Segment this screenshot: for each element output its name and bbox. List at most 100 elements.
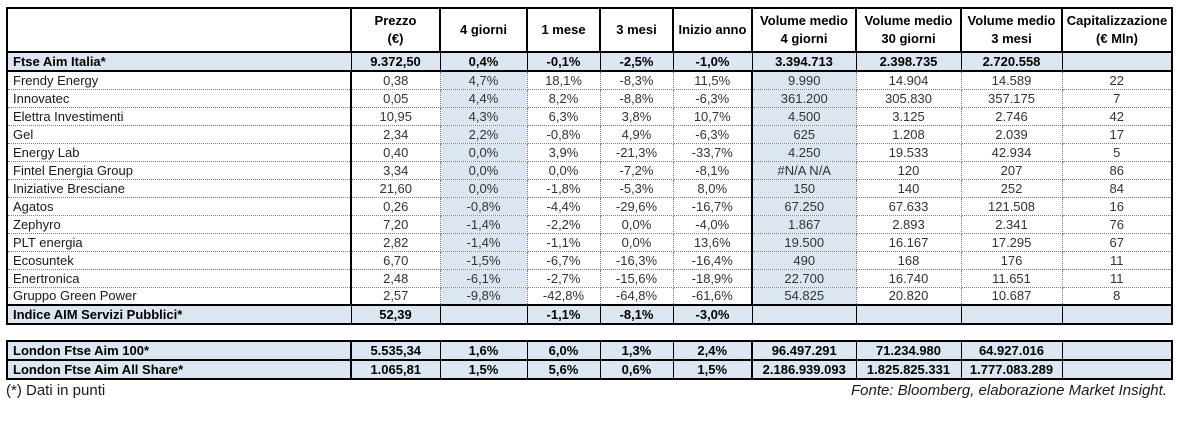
value-cell: 4,3% (439, 106, 528, 126)
value-cell: 0,0% (439, 142, 528, 162)
header-4-giorni: 4 giorni (439, 7, 528, 53)
value-cell: 13,6% (672, 232, 753, 252)
value-cell: -64,8% (599, 286, 674, 306)
value-cell (439, 304, 528, 325)
value-cell: 2.398.735 (855, 51, 962, 72)
value-cell: 625 (751, 124, 857, 144)
value-cell: -4,4% (526, 196, 601, 216)
value-cell: 2.039 (960, 124, 1063, 144)
value-cell: 2,34 (350, 124, 441, 144)
value-cell: -1,4% (439, 232, 528, 252)
value-cell: 4,4% (439, 88, 528, 108)
table-row: London Ftse Aim 100* 5.535,34 1,6% 6,0% 1,3%… (6, 340, 1173, 361)
value-cell: -7,2% (599, 160, 674, 180)
row-name-cell: London Ftse Aim 100* (6, 340, 352, 361)
value-cell: 4.250 (751, 142, 857, 162)
value-cell: 2.746 (960, 106, 1063, 126)
value-cell: 0,0% (526, 160, 601, 180)
row-name-cell: PLT energia (6, 232, 352, 252)
value-cell: 357.175 (960, 88, 1063, 108)
table-row: Fintel Energia Group 3,34 0,0% 0,0% -7,2% -8,… (6, 160, 1173, 180)
value-cell (1061, 304, 1173, 325)
row-name-cell: Enertronica (6, 268, 352, 288)
value-cell: 67.633 (855, 196, 962, 216)
value-cell: #N/A N/A (751, 160, 857, 180)
value-cell: 0,40 (350, 142, 441, 162)
value-cell: 21,60 (350, 178, 441, 198)
header-capitalizzazione: Capitalizzazione (€ Mln) (1061, 7, 1173, 53)
value-cell: 4,7% (439, 70, 528, 90)
value-cell: -1,1% (526, 304, 601, 325)
value-cell: 0,4% (439, 51, 528, 72)
value-cell: 8,0% (672, 178, 753, 198)
value-cell: 11 (1061, 250, 1173, 270)
value-cell: 0,38 (350, 70, 441, 90)
row-name-cell: Fintel Energia Group (6, 160, 352, 180)
header-volume-medio-3-mesi: Volume medio 3 mesi (960, 7, 1063, 53)
value-cell: 10,7% (672, 106, 753, 126)
value-cell: -3,0% (672, 304, 753, 325)
value-cell: 3,9% (526, 142, 601, 162)
value-cell: 67 (1061, 232, 1173, 252)
value-cell: -16,7% (672, 196, 753, 216)
value-cell: 14.589 (960, 70, 1063, 90)
value-cell: 16.167 (855, 232, 962, 252)
value-cell: 0,0% (439, 178, 528, 198)
value-cell: -4,0% (672, 214, 753, 234)
report-page: Prezzo (€) 4 giorni 1 mese 3 mesi Inizio… (6, 7, 1173, 399)
value-cell: 42 (1061, 106, 1173, 126)
table-row: Elettra Investimenti 10,95 4,3% 6,3% 3,8% 10,… (6, 106, 1173, 126)
header-inizio-anno: Inizio anno (672, 7, 753, 53)
value-cell: 1,5% (672, 359, 753, 380)
value-cell: -9,8% (439, 286, 528, 306)
table-row: Frendy Energy 0,38 4,7% 18,1% -8,3% 11,5% 9.99… (6, 70, 1173, 90)
table-row: Gruppo Green Power 2,57 -9,8% -42,8% -64,8% -… (6, 286, 1173, 306)
value-cell: -33,7% (672, 142, 753, 162)
value-cell: 9.372,50 (350, 51, 441, 72)
header-row: Prezzo (€) 4 giorni 1 mese 3 mesi Inizio… (6, 7, 1173, 53)
value-cell: 1.065,81 (350, 359, 441, 380)
value-cell: 54.825 (751, 286, 857, 306)
value-cell: 2,2% (439, 124, 528, 144)
row-name-cell: Elettra Investimenti (6, 106, 352, 126)
value-cell: 10.687 (960, 286, 1063, 306)
aim-italia-table: Prezzo (€) 4 giorni 1 mese 3 mesi Inizio… (6, 7, 1173, 325)
header-volume-medio-30-giorni: Volume medio 30 giorni (855, 7, 962, 53)
value-cell: 76 (1061, 214, 1173, 234)
table-row: PLT energia 2,82 -1,4% -1,1% 0,0% 13,6% 19.500… (6, 232, 1173, 252)
value-cell: 1.208 (855, 124, 962, 144)
value-cell: 5,6% (526, 359, 601, 380)
value-cell: 2.893 (855, 214, 962, 234)
table-row: Enertronica 2,48 -6,1% -2,7% -15,6% -18,9% 22.… (6, 268, 1173, 288)
value-cell: 18,1% (526, 70, 601, 90)
value-cell: 2.341 (960, 214, 1063, 234)
value-cell: 0,6% (599, 359, 674, 380)
value-cell: 96.497.291 (751, 340, 857, 361)
value-cell: 490 (751, 250, 857, 270)
value-cell: 3.394.713 (751, 51, 857, 72)
value-cell: 6,3% (526, 106, 601, 126)
value-cell (960, 304, 1063, 325)
value-cell: 64.927.016 (960, 340, 1063, 361)
value-cell: 16.740 (855, 268, 962, 288)
value-cell: 11.651 (960, 268, 1063, 288)
value-cell: -8,1% (599, 304, 674, 325)
value-cell: 20.820 (855, 286, 962, 306)
value-cell: -21,3% (599, 142, 674, 162)
value-cell (751, 304, 857, 325)
table-row: Zephyro 7,20 -1,4% -2,2% 0,0% -4,0% 1.867 2.893… (6, 214, 1173, 234)
table-row: Energy Lab 0,40 0,0% 3,9% -21,3% -33,7% 4.250 1… (6, 142, 1173, 162)
value-cell: 1,5% (439, 359, 528, 380)
value-cell: 2,82 (350, 232, 441, 252)
value-cell: 9.990 (751, 70, 857, 90)
value-cell: 1,3% (599, 340, 674, 361)
value-cell: 11,5% (672, 70, 753, 90)
row-name-cell: Ftse Aim Italia* (6, 51, 352, 72)
value-cell: 11 (1061, 268, 1173, 288)
table-row: Innovatec 0,05 4,4% 8,2% -8,8% -6,3% 361.200 30… (6, 88, 1173, 108)
header-1-mese: 1 mese (526, 7, 601, 53)
value-cell (855, 304, 962, 325)
value-cell: 1,6% (439, 340, 528, 361)
value-cell: 19.533 (855, 142, 962, 162)
value-cell: 8,2% (526, 88, 601, 108)
